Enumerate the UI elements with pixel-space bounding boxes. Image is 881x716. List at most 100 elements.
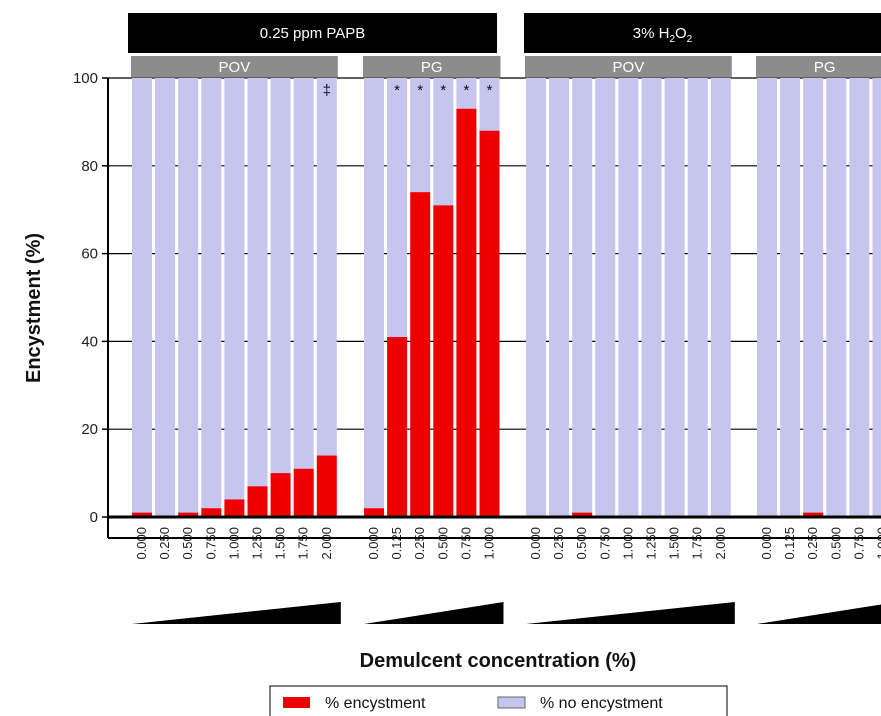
bar-no-encystment (710, 78, 731, 517)
bar-encystment (316, 455, 337, 517)
bar-no-encystment (872, 78, 881, 517)
x-tick-label: 0.125 (782, 527, 797, 560)
bar-no-encystment (572, 78, 593, 513)
x-tick-label: 1.750 (296, 527, 311, 560)
x-tick-label: 0.500 (180, 527, 195, 560)
significance-marker: ‡ (323, 82, 331, 99)
significance-marker: * (440, 82, 446, 99)
bar-no-encystment (433, 78, 454, 206)
significance-marker: * (417, 82, 423, 99)
bar-no-encystment (687, 78, 708, 517)
treatment-title-part: 2 (669, 34, 675, 45)
x-tick-label: 0.250 (805, 527, 820, 560)
bar-no-encystment (549, 78, 570, 517)
x-tick-label: 0.500 (574, 527, 589, 560)
concentration-wedge (364, 602, 504, 624)
bar-no-encystment (664, 78, 685, 517)
x-tick-label: 0.250 (157, 527, 172, 560)
x-tick-label: 1.000 (482, 527, 497, 560)
treatment-title: 3% H2O2 (633, 25, 693, 45)
x-tick-label: 0.500 (828, 527, 843, 560)
x-tick-label: 1.500 (667, 527, 682, 560)
treatment-header (524, 13, 881, 53)
bar-no-encystment (803, 78, 824, 513)
bar-no-encystment (293, 78, 314, 469)
bar-encystment (803, 512, 824, 517)
x-tick-label: 1.250 (250, 527, 265, 560)
y-tick-label: 60 (81, 246, 98, 263)
bar-encystment (178, 512, 199, 517)
x-tick-label: 0.250 (412, 527, 427, 560)
bar-no-encystment (316, 78, 337, 456)
x-tick-label: 1.500 (273, 527, 288, 560)
treatment-title-part: 3% H (633, 25, 670, 42)
x-tick-label: 2.000 (713, 527, 728, 560)
x-tick-label: 2.000 (319, 527, 334, 560)
bar-no-encystment (178, 78, 199, 513)
bar-no-encystment (526, 78, 546, 517)
bar-encystment (364, 508, 384, 517)
bar-encystment (410, 192, 431, 517)
bar-no-encystment (270, 78, 291, 474)
bar-no-encystment (595, 78, 616, 517)
demulcent-header (131, 56, 338, 77)
bar-encystment (224, 499, 245, 517)
legend-swatch (497, 696, 526, 709)
y-tick-label: 0 (90, 509, 98, 526)
bar-no-encystment (456, 78, 477, 109)
bar-no-encystment (364, 78, 384, 509)
significance-marker: * (463, 82, 469, 99)
demulcent-label: POV (613, 59, 645, 76)
legend-label: % no encystment (540, 695, 663, 712)
bar-encystment (201, 508, 222, 517)
bar-encystment (479, 130, 500, 517)
treatment-header (128, 13, 497, 53)
demulcent-label: PG (814, 59, 836, 76)
bar-no-encystment (132, 78, 152, 513)
bar-encystment (572, 512, 593, 517)
x-tick-label: 1.250 (644, 527, 659, 560)
bar-encystment (270, 473, 291, 517)
bar-no-encystment (826, 78, 847, 517)
y-axis-title: Encystment (%) (23, 233, 45, 383)
demulcent-header (363, 56, 501, 77)
bar-encystment (456, 108, 477, 517)
bar-no-encystment (247, 78, 268, 487)
legend-swatch (283, 697, 310, 708)
x-tick-label: 0.000 (134, 527, 149, 560)
bar-no-encystment (618, 78, 639, 517)
significance-marker: * (487, 82, 493, 99)
concentration-wedge (526, 602, 735, 624)
x-tick-label: 0.750 (597, 527, 612, 560)
bar-no-encystment (641, 78, 662, 517)
treatment-title-part: 2 (687, 34, 693, 45)
significance-marker: * (394, 82, 400, 99)
treatment-title: 0.25 ppm PAPB (260, 25, 366, 42)
concentration-wedge (132, 602, 341, 624)
concentration-wedge (757, 604, 881, 624)
demulcent-label: PG (421, 59, 443, 76)
bar-no-encystment (757, 78, 777, 517)
treatment-title-part: O (675, 25, 687, 42)
x-tick-label: 0.000 (759, 527, 774, 560)
x-tick-label: 1.000 (620, 527, 635, 560)
demulcent-header (756, 56, 881, 77)
demulcent-header (525, 56, 732, 77)
bar-no-encystment (479, 78, 500, 131)
x-tick-label: 0.750 (851, 527, 866, 560)
bar-encystment (293, 468, 314, 517)
x-tick-label: 1.000 (226, 527, 241, 560)
bar-no-encystment (410, 78, 431, 193)
x-tick-label: 0.750 (203, 527, 218, 560)
x-tick-label: 0.125 (389, 527, 404, 560)
y-tick-label: 20 (81, 421, 98, 438)
y-tick-label: 80 (81, 158, 98, 175)
legend-label: % encystment (325, 695, 426, 712)
x-tick-label: 0.000 (366, 527, 381, 560)
x-tick-label: 0.750 (458, 527, 473, 560)
x-axis-title: Demulcent concentration (%) (360, 650, 637, 672)
demulcent-label: POV (219, 59, 251, 76)
bar-encystment (433, 205, 454, 517)
x-tick-label: 1.750 (690, 527, 705, 560)
